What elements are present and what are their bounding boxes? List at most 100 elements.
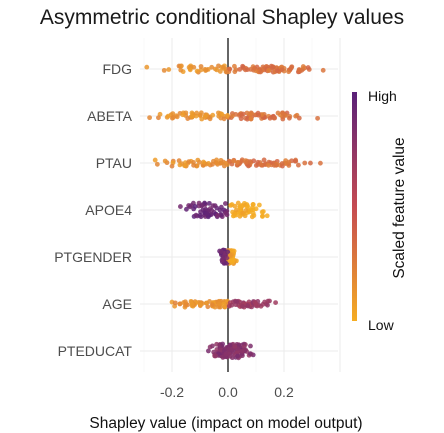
feature-label: AGE (102, 296, 132, 312)
shap-point (292, 158, 298, 164)
shap-point (296, 68, 302, 74)
shap-point (207, 344, 213, 350)
shap-point (223, 210, 228, 216)
shap-point (258, 69, 264, 75)
shap-point (232, 63, 237, 69)
shap-point (250, 202, 256, 207)
shap-point (180, 112, 186, 118)
shap-point (239, 348, 245, 354)
shap-point (178, 63, 184, 69)
shap-point (198, 67, 204, 73)
shap-point (201, 159, 206, 165)
shap-point (197, 159, 202, 165)
shap-point (202, 113, 208, 119)
shap-point (300, 64, 306, 69)
shap-point (189, 114, 195, 119)
shap-point (315, 115, 320, 121)
shap-point (240, 63, 245, 69)
shap-point (247, 159, 253, 164)
shap-point (225, 249, 231, 255)
shap-point (286, 159, 292, 165)
shap-point (225, 112, 230, 118)
shap-point (184, 206, 189, 212)
legend-colorbar (352, 92, 357, 321)
shap-point (240, 111, 246, 117)
shap-point (247, 111, 253, 117)
shap-point (302, 160, 308, 166)
shap-point (178, 204, 183, 209)
shap-point (178, 67, 184, 73)
shap-point (156, 115, 161, 121)
shap-point (222, 201, 228, 206)
shap-point (318, 160, 323, 166)
shap-point (147, 115, 153, 121)
shap-point (192, 204, 198, 209)
shap-point (248, 116, 254, 122)
legend-high-label: High (368, 88, 397, 104)
shap-point (144, 64, 150, 70)
shap-point (267, 298, 272, 304)
shap-point (264, 213, 270, 219)
shap-point (216, 63, 221, 69)
chart-title: Asymmetric conditional Shapley values (39, 6, 405, 29)
shap-point (170, 111, 176, 117)
shap-point (182, 299, 188, 305)
shap-point (239, 203, 244, 208)
shap-point (320, 67, 326, 73)
shap-point (169, 163, 175, 169)
shap-point (235, 353, 241, 359)
shap-point (266, 162, 271, 168)
shap-point (261, 157, 267, 163)
feature-label: PTGENDER (54, 249, 132, 265)
shap-point (207, 116, 213, 122)
shap-point (213, 353, 219, 359)
shap-point (203, 206, 209, 212)
shap-point (223, 351, 229, 357)
shap-point (245, 67, 250, 72)
shap-point (206, 200, 212, 206)
shap-point (198, 64, 204, 69)
feature-label: PTEDUCAT (58, 343, 133, 359)
shap-point (242, 213, 248, 219)
shap-point (198, 110, 204, 116)
shap-point (227, 66, 233, 72)
shap-point (154, 161, 160, 167)
x-tick-labels: -0.2 0.0 0.2 (160, 384, 294, 400)
shap-point (162, 158, 168, 164)
shap-point (259, 209, 265, 215)
shap-point (165, 113, 171, 119)
shap-point (197, 302, 203, 307)
shap-point (170, 115, 176, 120)
shap-point (288, 66, 294, 71)
color-legend: High Low Scaled feature value (352, 88, 408, 333)
x-tick-label: -0.2 (160, 384, 184, 400)
shap-point (267, 115, 273, 121)
shap-point (204, 211, 210, 216)
shap-point (228, 253, 233, 258)
shap-point (224, 69, 229, 75)
shap-point (209, 207, 215, 213)
shap-point (308, 160, 313, 166)
shap-point (177, 162, 183, 168)
x-tick-label: 0.2 (274, 384, 294, 400)
shap-point (230, 113, 235, 119)
shap-point (272, 115, 278, 121)
shap-point (238, 116, 244, 122)
shap-point (217, 207, 223, 213)
shap-point (262, 299, 267, 305)
shap-point (209, 64, 215, 70)
shap-point (258, 162, 264, 168)
feature-labels: FDG ABETA PTAU APOE4 PTGENDER AGE PTEDUCAT (54, 61, 132, 359)
shap-point (260, 214, 265, 219)
shap-point (251, 65, 257, 71)
shap-point (209, 302, 215, 308)
shap-point (214, 67, 220, 73)
shap-point (188, 298, 194, 304)
feature-label: PTAU (96, 155, 132, 171)
shap-point (166, 67, 172, 72)
shap-point (199, 202, 205, 208)
shap-point (279, 67, 285, 73)
shap-point (194, 110, 200, 116)
shap-point (255, 159, 261, 165)
